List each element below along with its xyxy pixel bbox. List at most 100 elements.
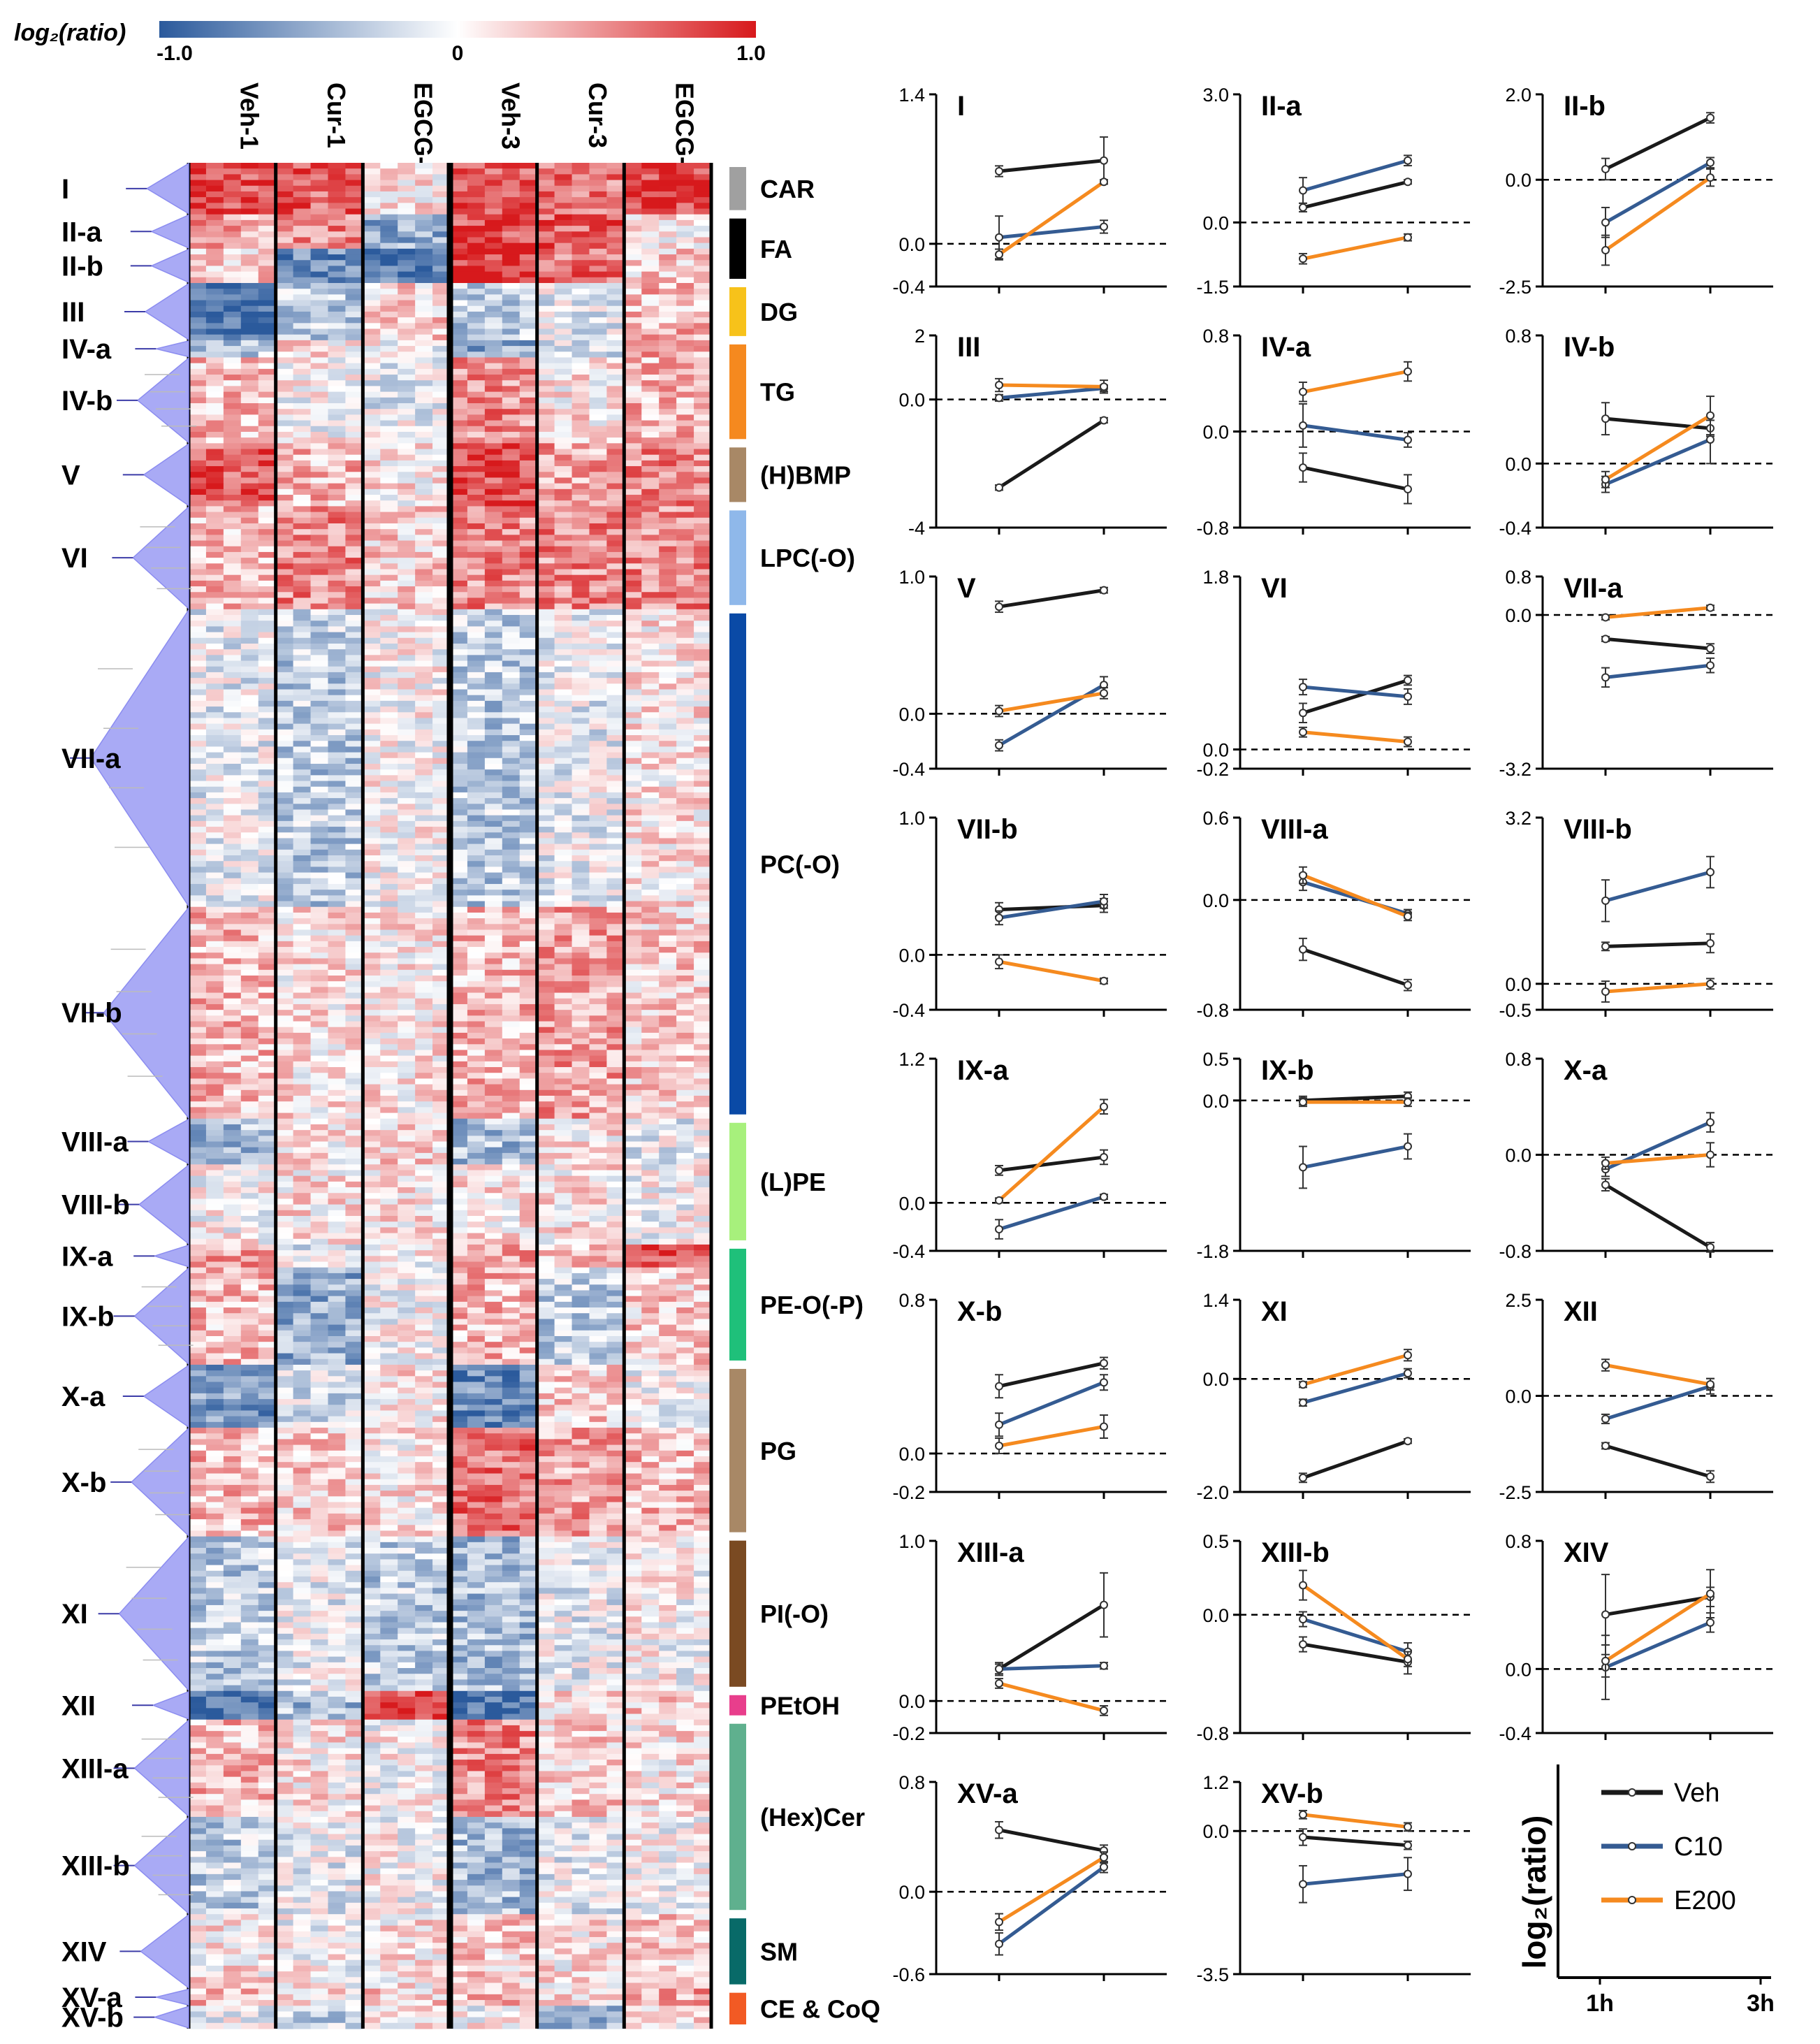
heatmap-cell bbox=[554, 523, 573, 530]
heatmap-cell bbox=[537, 1055, 555, 1062]
heatmap-cell bbox=[398, 277, 416, 284]
heatmap-cell bbox=[258, 895, 277, 902]
heatmap-cell bbox=[293, 420, 312, 427]
heatmap-cell bbox=[415, 226, 433, 232]
heatmap-cell bbox=[275, 809, 294, 816]
heatmap-cell bbox=[415, 551, 433, 558]
heatmap-cell bbox=[554, 466, 573, 472]
heatmap-cell bbox=[606, 546, 625, 553]
heatmap-cell bbox=[328, 969, 346, 976]
heatmap-cell bbox=[589, 282, 607, 289]
heatmap-cell bbox=[502, 488, 520, 495]
heatmap-cell bbox=[676, 741, 694, 747]
heatmap-cell bbox=[258, 466, 277, 472]
heatmap-cell bbox=[363, 689, 381, 696]
heatmap-cell bbox=[659, 282, 677, 289]
heatmap-cell bbox=[398, 1073, 416, 1080]
heatmap-cell bbox=[189, 775, 207, 782]
heatmap-cell bbox=[554, 981, 573, 987]
heatmap-cell bbox=[240, 798, 259, 804]
heatmap-cell bbox=[205, 1073, 224, 1080]
heatmap-cell bbox=[380, 397, 398, 404]
heatmap-cell bbox=[432, 1055, 451, 1062]
heatmap-cell bbox=[589, 1067, 607, 1073]
heatmap-cell bbox=[606, 208, 625, 215]
heatmap-cell bbox=[380, 706, 398, 713]
heatmap-cell bbox=[589, 260, 607, 267]
heatmap-cell bbox=[380, 277, 398, 284]
heatmap-cell bbox=[572, 558, 590, 564]
heatmap-cell bbox=[589, 449, 607, 456]
heatmap-cell bbox=[572, 375, 590, 381]
heatmap-cell bbox=[484, 1073, 503, 1080]
heatmap-cell bbox=[380, 1061, 398, 1068]
heatmap-cell bbox=[606, 952, 625, 959]
heatmap-cell bbox=[310, 1107, 329, 1114]
heatmap-cell bbox=[293, 935, 312, 942]
heatmap-cell bbox=[275, 219, 294, 226]
heatmap-cell bbox=[432, 180, 451, 187]
heatmap-cell bbox=[189, 855, 207, 862]
heatmap-cell bbox=[223, 569, 242, 576]
heatmap-cell bbox=[275, 277, 294, 284]
heatmap-cell bbox=[258, 317, 277, 324]
heatmap-cell bbox=[519, 357, 538, 364]
heatmap-cell bbox=[380, 558, 398, 564]
heatmap-cell bbox=[624, 483, 642, 490]
heatmap-cell bbox=[641, 174, 660, 181]
heatmap-cell bbox=[189, 872, 207, 879]
heatmap-cell bbox=[432, 666, 451, 673]
heatmap-cell bbox=[258, 1050, 277, 1057]
heatmap-cell bbox=[363, 1089, 381, 1096]
heatmap-cell bbox=[694, 163, 712, 169]
heatmap-cell bbox=[641, 855, 660, 862]
heatmap-cell bbox=[694, 323, 712, 330]
heatmap-cell bbox=[450, 1078, 468, 1085]
heatmap-cell bbox=[450, 540, 468, 547]
heatmap-cell bbox=[363, 952, 381, 959]
heatmap-cell bbox=[363, 340, 381, 347]
heatmap-cell bbox=[502, 328, 520, 335]
heatmap-cell bbox=[554, 935, 573, 942]
heatmap-cell bbox=[641, 409, 660, 415]
heatmap-cell bbox=[275, 586, 294, 593]
heatmap-cell bbox=[223, 266, 242, 273]
heatmap-cell bbox=[676, 203, 694, 210]
heatmap-cell bbox=[275, 964, 294, 971]
heatmap-cell bbox=[205, 569, 224, 576]
heatmap-cell bbox=[554, 420, 573, 427]
heatmap-cell bbox=[380, 964, 398, 971]
heatmap-cell bbox=[624, 883, 642, 890]
heatmap-cell bbox=[659, 197, 677, 203]
heatmap-cell bbox=[484, 237, 503, 244]
heatmap-cell bbox=[205, 237, 224, 244]
heatmap-cell bbox=[484, 551, 503, 558]
heatmap-cell bbox=[572, 849, 590, 856]
heatmap-cell bbox=[189, 266, 207, 273]
heatmap-cell bbox=[624, 786, 642, 793]
heatmap-cell bbox=[659, 449, 677, 456]
heatmap-cell bbox=[310, 1089, 329, 1096]
heatmap-cell bbox=[502, 414, 520, 421]
heatmap-cell bbox=[363, 621, 381, 627]
heatmap-cell bbox=[572, 924, 590, 931]
heatmap-cell bbox=[380, 924, 398, 931]
heatmap-cell bbox=[450, 637, 468, 644]
heatmap-cell bbox=[293, 952, 312, 959]
heatmap-cell bbox=[467, 495, 486, 501]
heatmap-cell bbox=[310, 317, 329, 324]
heatmap-cell bbox=[502, 683, 520, 690]
heatmap-cell bbox=[293, 449, 312, 456]
heatmap-cell bbox=[606, 621, 625, 627]
heatmap-cell bbox=[398, 890, 416, 896]
heatmap-cell bbox=[345, 964, 363, 971]
heatmap-cell bbox=[205, 827, 224, 833]
heatmap-cell bbox=[537, 443, 555, 450]
heatmap-cell bbox=[502, 248, 520, 255]
heatmap-cell bbox=[223, 203, 242, 210]
heatmap-cell bbox=[694, 758, 712, 764]
heatmap-cell bbox=[519, 775, 538, 782]
heatmap-cell bbox=[275, 746, 294, 753]
heatmap-cell bbox=[572, 203, 590, 210]
heatmap-cell bbox=[258, 391, 277, 398]
